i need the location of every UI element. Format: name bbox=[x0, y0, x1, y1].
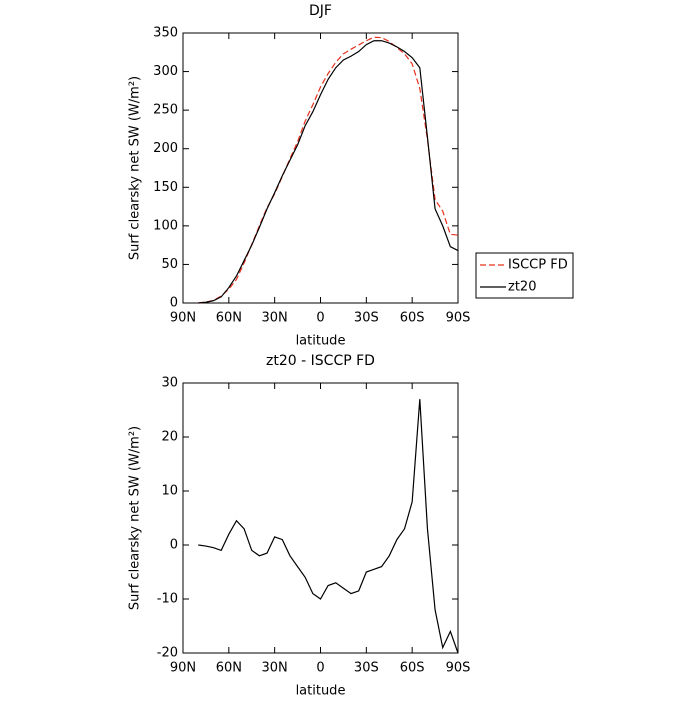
x-tick-label: 60N bbox=[216, 311, 242, 326]
chart-title: zt20 - ISCCP FD bbox=[266, 353, 375, 369]
panel: DJF latitude Surf clearsky net SW (W/m²) 90… bbox=[128, 3, 574, 349]
y-tick-label: 10 bbox=[161, 484, 178, 499]
y-tick-label: 0 bbox=[170, 538, 178, 553]
y-tick-label: 250 bbox=[153, 103, 178, 118]
series-line bbox=[198, 36, 459, 304]
plot-frame bbox=[182, 32, 459, 304]
y-tick-label: 350 bbox=[153, 26, 178, 41]
x-axis-label: latitude bbox=[296, 334, 346, 349]
panel: zt20 - ISCCP FD latitude Surf clearsky net… bbox=[128, 353, 471, 699]
y-tick-label: 200 bbox=[153, 141, 178, 156]
x-tick-label: 30S bbox=[354, 661, 379, 676]
x-tick-label: 60N bbox=[216, 661, 242, 676]
x-tick-label: 90N bbox=[170, 311, 196, 326]
x-tick-label: 0 bbox=[316, 661, 324, 676]
y-tick-label: 100 bbox=[153, 218, 178, 233]
x-tick-label: 30N bbox=[262, 311, 288, 326]
y-axis-label: Surf clearsky net SW (W/m²) bbox=[128, 76, 143, 260]
x-tick-label: 30S bbox=[354, 311, 379, 326]
y-tick-label: 300 bbox=[153, 64, 178, 79]
legend-label: zt20 bbox=[508, 280, 536, 295]
y-tick-label: 0 bbox=[170, 296, 178, 311]
x-tick-label: 90S bbox=[446, 311, 471, 326]
series-line bbox=[198, 399, 459, 654]
y-tick-label: 50 bbox=[161, 257, 178, 272]
y-tick-label: 150 bbox=[153, 180, 178, 195]
series-line bbox=[198, 40, 459, 304]
plot-frame bbox=[182, 382, 459, 654]
x-tick-label: 30N bbox=[262, 661, 288, 676]
x-tick-label: 90S bbox=[446, 661, 471, 676]
y-tick-label: -20 bbox=[157, 646, 178, 661]
x-tick-label: 90N bbox=[170, 661, 196, 676]
y-tick-label: -10 bbox=[157, 592, 178, 607]
x-tick-label: 60S bbox=[400, 311, 425, 326]
x-axis-label: latitude bbox=[296, 684, 346, 699]
y-tick-label: 30 bbox=[161, 376, 178, 391]
legend-box bbox=[475, 252, 574, 299]
y-axis-label: Surf clearsky net SW (W/m²) bbox=[128, 426, 143, 610]
x-tick-label: 60S bbox=[400, 661, 425, 676]
legend-label: ISCCP FD bbox=[508, 258, 568, 273]
y-tick-label: 20 bbox=[161, 430, 178, 445]
x-tick-label: 0 bbox=[316, 311, 324, 326]
chart-title: DJF bbox=[309, 3, 332, 19]
